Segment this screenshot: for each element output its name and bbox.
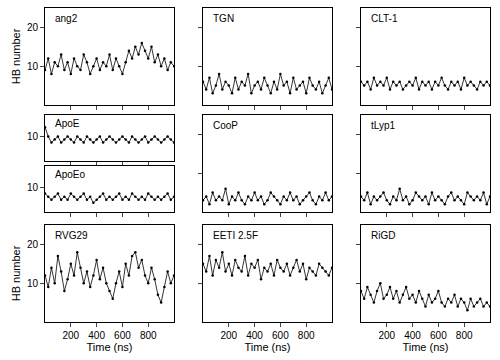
svg-text:RVG29: RVG29	[55, 230, 88, 241]
svg-text:TGN: TGN	[213, 13, 234, 24]
svg-text:Time (ns): Time (ns)	[244, 341, 290, 353]
svg-text:ApoE: ApoE	[55, 118, 80, 129]
svg-text:Time (ns): Time (ns)	[87, 341, 133, 353]
svg-text:Time (ns): Time (ns)	[402, 341, 448, 353]
svg-text:600: 600	[272, 330, 289, 341]
svg-text:10: 10	[27, 278, 39, 289]
svg-text:400: 400	[404, 330, 421, 341]
svg-text:200: 200	[220, 330, 237, 341]
svg-text:ang2: ang2	[55, 13, 78, 24]
svg-text:800: 800	[298, 330, 315, 341]
svg-text:10: 10	[27, 131, 39, 142]
svg-text:400: 400	[88, 330, 105, 341]
svg-text:800: 800	[456, 330, 473, 341]
svg-text:20: 20	[27, 239, 39, 250]
svg-text:tLyp1: tLyp1	[371, 120, 396, 131]
svg-text:400: 400	[246, 330, 263, 341]
svg-text:600: 600	[430, 330, 447, 341]
svg-text:EETI 2.5F: EETI 2.5F	[213, 230, 258, 241]
svg-text:CLT-1: CLT-1	[371, 13, 398, 24]
svg-text:200: 200	[62, 330, 79, 341]
svg-text:600: 600	[114, 330, 131, 341]
svg-text:20: 20	[27, 22, 39, 33]
svg-text:RiGD: RiGD	[371, 230, 395, 241]
svg-text:HB number: HB number	[10, 28, 22, 84]
svg-text:ApoEo: ApoEo	[55, 169, 85, 180]
svg-text:CooP: CooP	[213, 120, 238, 131]
svg-text:10: 10	[27, 182, 39, 193]
svg-text:HB number: HB number	[10, 245, 22, 301]
svg-text:10: 10	[27, 61, 39, 72]
svg-text:200: 200	[378, 330, 395, 341]
svg-text:800: 800	[140, 330, 157, 341]
